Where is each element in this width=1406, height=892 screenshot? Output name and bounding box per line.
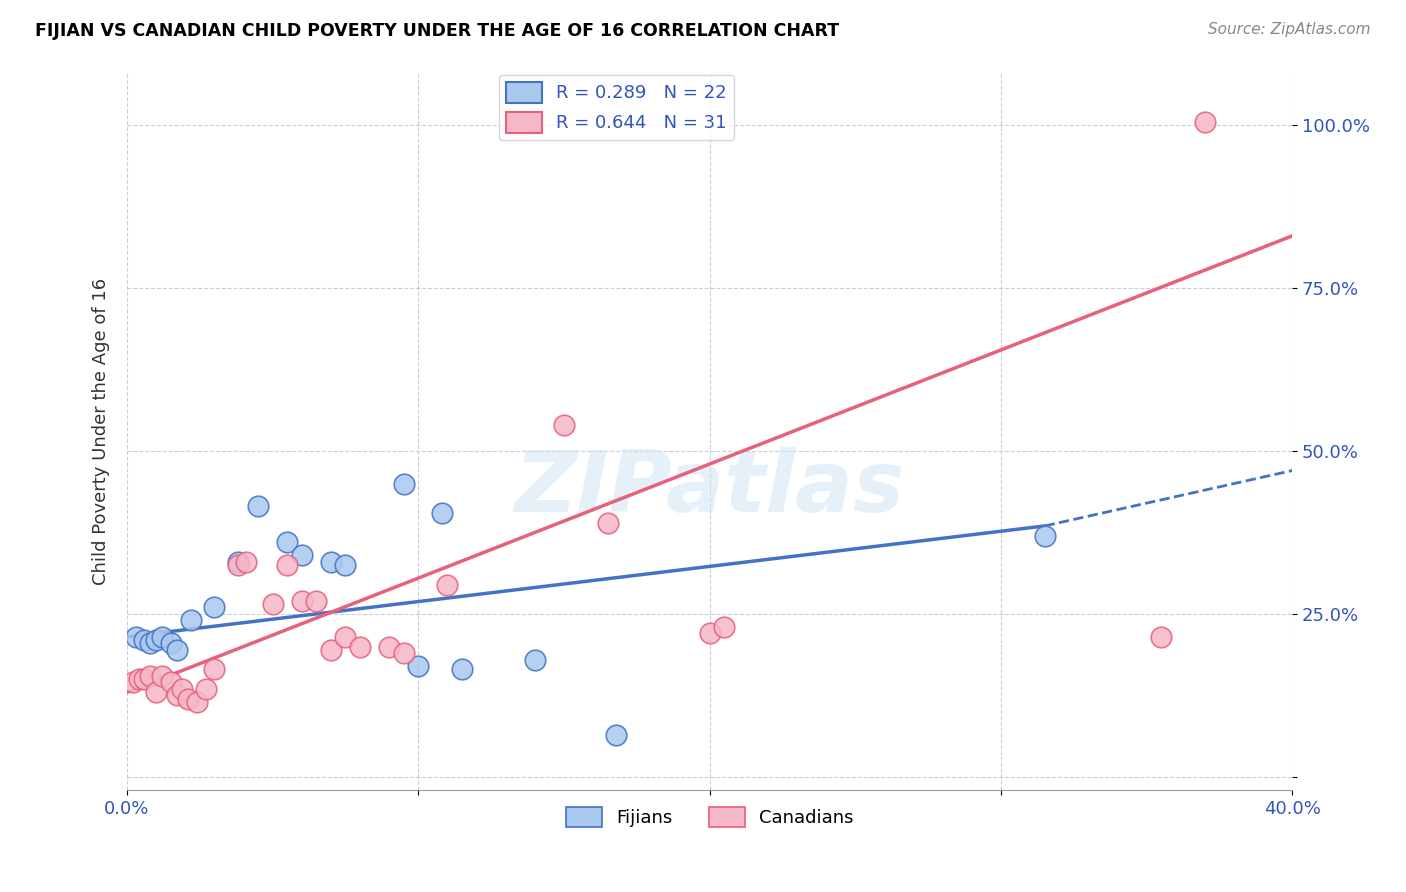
Point bbox=[166, 689, 188, 703]
Point bbox=[605, 727, 627, 741]
Point bbox=[276, 535, 298, 549]
Point bbox=[180, 614, 202, 628]
Point bbox=[150, 669, 173, 683]
Point bbox=[159, 675, 181, 690]
Point bbox=[319, 555, 342, 569]
Point bbox=[1194, 115, 1216, 129]
Point bbox=[392, 646, 415, 660]
Point bbox=[247, 500, 270, 514]
Point bbox=[699, 626, 721, 640]
Point bbox=[139, 669, 162, 683]
Point bbox=[145, 685, 167, 699]
Point bbox=[226, 558, 249, 572]
Point bbox=[378, 640, 401, 654]
Point bbox=[226, 555, 249, 569]
Point bbox=[134, 633, 156, 648]
Point bbox=[202, 600, 225, 615]
Point bbox=[177, 691, 200, 706]
Point bbox=[1150, 630, 1173, 644]
Point bbox=[408, 659, 430, 673]
Text: ZIPatlas: ZIPatlas bbox=[515, 447, 904, 531]
Point bbox=[392, 476, 415, 491]
Point bbox=[1033, 529, 1056, 543]
Point bbox=[150, 630, 173, 644]
Point bbox=[276, 558, 298, 572]
Point bbox=[291, 549, 314, 563]
Point bbox=[172, 681, 194, 696]
Point bbox=[305, 594, 328, 608]
Text: Source: ZipAtlas.com: Source: ZipAtlas.com bbox=[1208, 22, 1371, 37]
Point bbox=[121, 675, 143, 690]
Point bbox=[553, 417, 575, 432]
Point bbox=[319, 642, 342, 657]
Text: FIJIAN VS CANADIAN CHILD POVERTY UNDER THE AGE OF 16 CORRELATION CHART: FIJIAN VS CANADIAN CHILD POVERTY UNDER T… bbox=[35, 22, 839, 40]
Point bbox=[186, 695, 208, 709]
Point bbox=[235, 555, 257, 569]
Y-axis label: Child Poverty Under the Age of 16: Child Poverty Under the Age of 16 bbox=[93, 278, 110, 585]
Point bbox=[349, 640, 371, 654]
Point bbox=[166, 642, 188, 657]
Point bbox=[291, 594, 314, 608]
Legend: Fijians, Canadians: Fijians, Canadians bbox=[558, 799, 860, 835]
Point bbox=[159, 636, 181, 650]
Point bbox=[262, 597, 284, 611]
Point bbox=[145, 633, 167, 648]
Point bbox=[139, 636, 162, 650]
Point bbox=[335, 630, 357, 644]
Point bbox=[713, 620, 735, 634]
Point bbox=[128, 672, 150, 686]
Point bbox=[134, 672, 156, 686]
Point bbox=[451, 662, 474, 676]
Point bbox=[596, 516, 619, 530]
Point bbox=[523, 652, 546, 666]
Point bbox=[436, 577, 458, 591]
Point bbox=[335, 558, 357, 572]
Point bbox=[202, 662, 225, 676]
Point bbox=[125, 630, 148, 644]
Point bbox=[194, 681, 217, 696]
Point bbox=[430, 506, 453, 520]
